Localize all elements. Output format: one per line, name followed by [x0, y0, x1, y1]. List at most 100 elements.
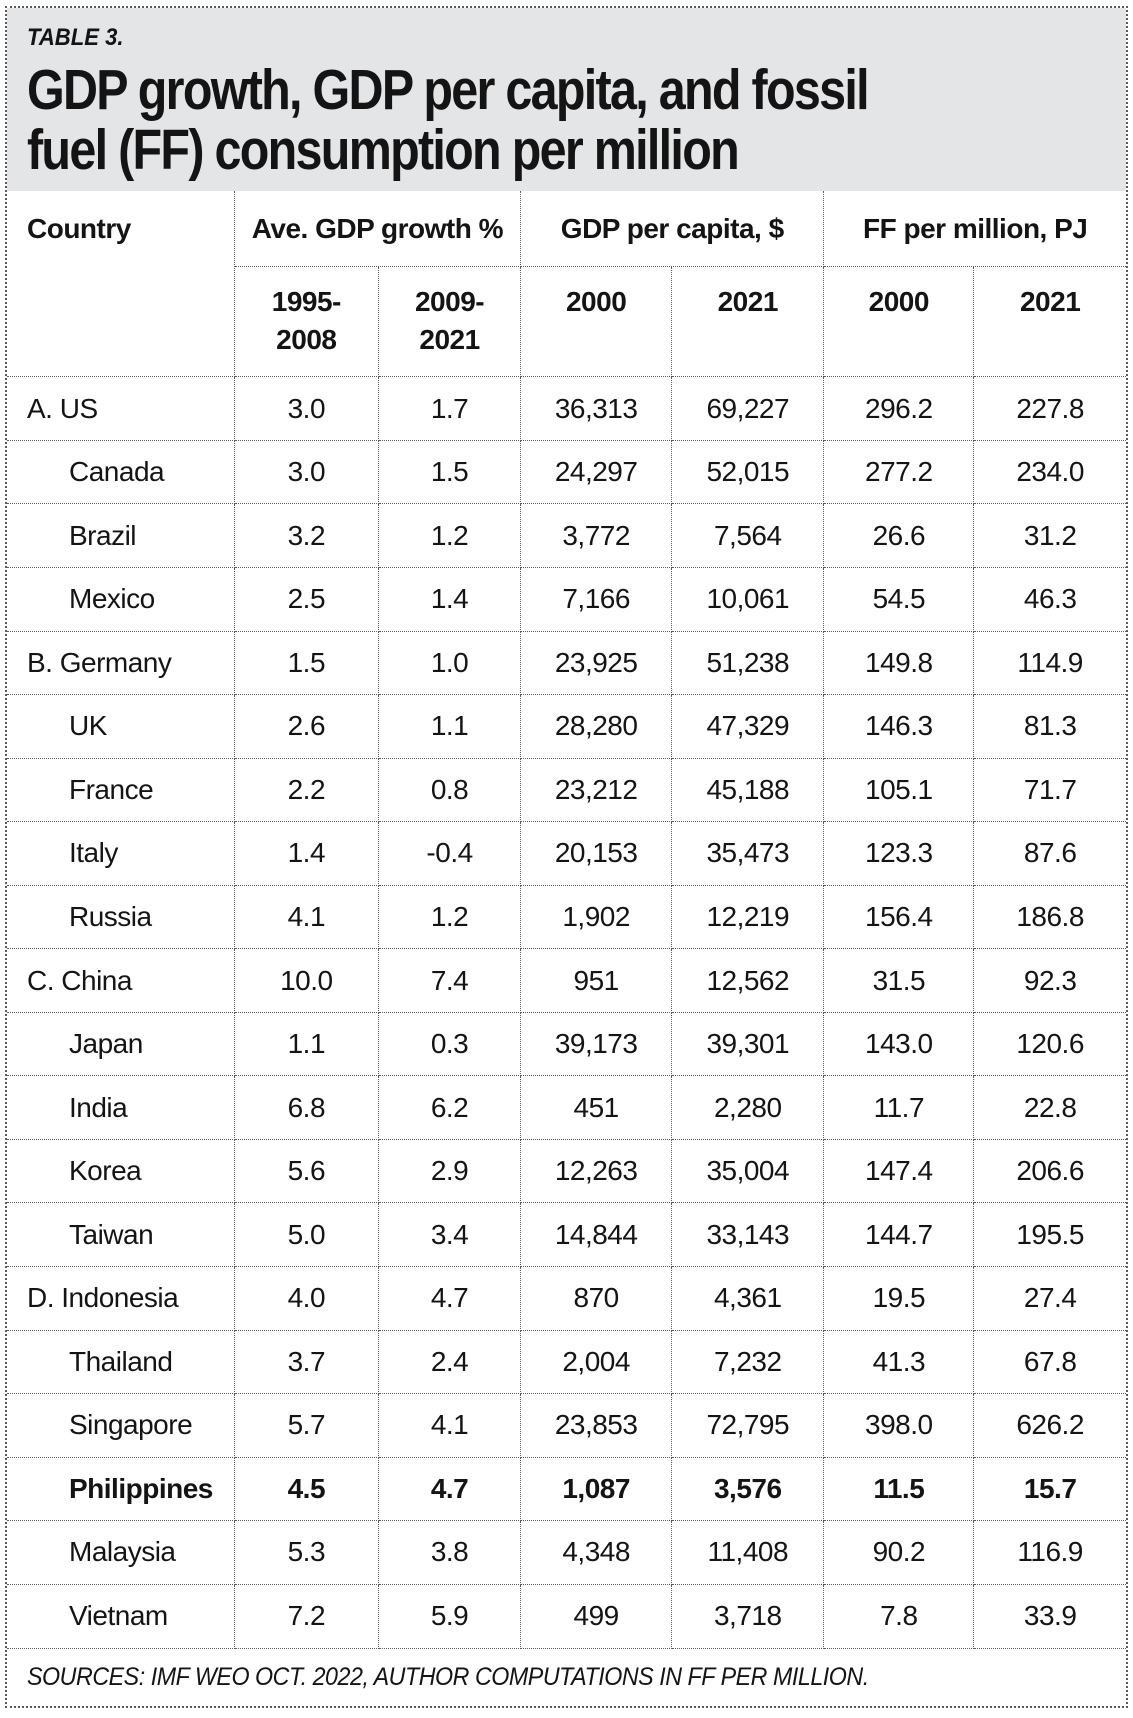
column-header-gdp-2021: 2021 — [671, 266, 825, 378]
table-number-label: TABLE 3. — [27, 24, 124, 51]
value-cell: 2.4 — [377, 1329, 522, 1395]
value-cell: 1,902 — [520, 884, 673, 950]
country-cell: D. Indonesia — [7, 1265, 235, 1331]
source-row: SOURCES: IMF WEO OCT. 2022, AUTHOR COMPU… — [7, 1647, 1126, 1706]
table-row: Canada 3.0 1.5 24,297 52,015 277.2 234.0 — [7, 439, 1126, 505]
value-cell: 7.2 — [233, 1583, 380, 1649]
value-cell: 3.2 — [233, 503, 380, 568]
value-cell: 31.5 — [823, 948, 975, 1013]
country-cell: Philippines — [7, 1456, 235, 1522]
value-cell: 51,238 — [671, 630, 825, 696]
value-cell: 2,280 — [671, 1075, 825, 1140]
country-cell: France — [7, 757, 235, 823]
title-band: TABLE 3. GDP growth, GDP per capita, and… — [7, 8, 1126, 191]
value-cell: 2.5 — [233, 566, 380, 632]
value-cell: 45,188 — [671, 757, 825, 823]
year-range-line-1: 1995- — [271, 286, 342, 318]
value-cell: 4.5 — [233, 1456, 380, 1522]
value-cell: 15.7 — [973, 1456, 1126, 1522]
value-cell: 3,718 — [671, 1583, 825, 1649]
value-cell: 149.8 — [823, 630, 975, 696]
value-cell: 1.4 — [377, 566, 522, 632]
value-cell: 23,212 — [520, 757, 673, 823]
value-cell: 7.8 — [823, 1583, 975, 1649]
value-cell: 2,004 — [520, 1329, 673, 1395]
table-row: Mexico 2.5 1.4 7,166 10,061 54.5 46.3 — [7, 566, 1126, 632]
value-cell: 27.4 — [973, 1265, 1126, 1331]
table-row: Italy 1.4 -0.4 20,153 35,473 123.3 87.6 — [7, 821, 1126, 886]
value-cell: 144.7 — [823, 1202, 975, 1267]
country-cell: Singapore — [7, 1393, 235, 1458]
table-card: TABLE 3. GDP growth, GDP per capita, and… — [5, 6, 1128, 1708]
value-cell: 23,925 — [520, 630, 673, 696]
value-cell: 1,087 — [520, 1456, 673, 1522]
value-cell: 1.1 — [377, 694, 522, 759]
value-cell: 1.5 — [233, 630, 380, 696]
value-cell: 35,473 — [671, 821, 825, 886]
value-cell: 12,219 — [671, 884, 825, 950]
value-cell: 3.0 — [233, 439, 380, 505]
year-range-line-2: 2008 — [276, 324, 337, 356]
value-cell: 156.4 — [823, 884, 975, 950]
value-cell: 20,153 — [520, 821, 673, 886]
value-cell: 5.0 — [233, 1202, 380, 1267]
country-cell: Thailand — [7, 1329, 235, 1395]
value-cell: 3.7 — [233, 1329, 380, 1395]
value-cell: 0.3 — [377, 1011, 522, 1077]
column-header-ff-2021: 2021 — [973, 266, 1126, 378]
column-group-ff-per-million: FF per million, PJ — [823, 190, 1126, 268]
value-cell: 24,297 — [520, 439, 673, 505]
value-cell: 5.6 — [233, 1138, 380, 1204]
table-footer: SOURCES: IMF WEO OCT. 2022, AUTHOR COMPU… — [7, 1647, 1126, 1706]
table-row: India 6.8 6.2 451 2,280 11.7 22.8 — [7, 1075, 1126, 1140]
value-cell: 451 — [520, 1075, 673, 1140]
value-cell: 499 — [520, 1583, 673, 1649]
country-cell: Canada — [7, 439, 235, 505]
value-cell: 296.2 — [823, 376, 975, 441]
table-row: Russia 4.1 1.2 1,902 12,219 156.4 186.8 — [7, 884, 1126, 950]
value-cell: 71.7 — [973, 757, 1126, 823]
value-cell: 951 — [520, 948, 673, 1013]
value-cell: 227.8 — [973, 376, 1126, 441]
value-cell: 147.4 — [823, 1138, 975, 1204]
value-cell: 1.7 — [377, 376, 522, 441]
value-cell: 12,263 — [520, 1138, 673, 1204]
value-cell: 4,348 — [520, 1520, 673, 1585]
table-row: Japan 1.1 0.3 39,173 39,301 143.0 120.6 — [7, 1011, 1126, 1077]
table-row: Thailand 3.7 2.4 2,004 7,232 41.3 67.8 — [7, 1329, 1126, 1395]
value-cell: 72,795 — [671, 1393, 825, 1458]
data-table: Country Ave. GDP growth % GDP per capita… — [7, 190, 1126, 1706]
value-cell: 1.4 — [233, 821, 380, 886]
value-cell: 10.0 — [233, 948, 380, 1013]
value-cell: 39,301 — [671, 1011, 825, 1077]
value-cell: 33,143 — [671, 1202, 825, 1267]
value-cell: 7.4 — [377, 948, 522, 1013]
column-group-gdp-growth: Ave. GDP growth % — [233, 190, 522, 268]
year-range-line-2: 2021 — [419, 324, 480, 356]
value-cell: 195.5 — [973, 1202, 1126, 1267]
value-cell: 67.8 — [973, 1329, 1126, 1395]
value-cell: 143.0 — [823, 1011, 975, 1077]
column-header-country: Country — [7, 190, 235, 378]
country-cell: India — [7, 1075, 235, 1140]
value-cell: 3,576 — [671, 1456, 825, 1522]
value-cell: 626.2 — [973, 1393, 1126, 1458]
value-cell: 6.8 — [233, 1075, 380, 1140]
year-header-row: 1995- 2008 2009- 2021 2000 2021 2000 202 — [7, 266, 1126, 378]
country-cell: B. Germany — [7, 630, 235, 696]
value-cell: 11,408 — [671, 1520, 825, 1585]
country-cell: Russia — [7, 884, 235, 950]
value-cell: 14,844 — [520, 1202, 673, 1267]
source-note: SOURCES: IMF WEO OCT. 2022, AUTHOR COMPU… — [27, 1662, 869, 1691]
value-cell: 7,564 — [671, 503, 825, 568]
value-cell: 2.6 — [233, 694, 380, 759]
year-line: 2000 — [868, 286, 930, 318]
country-cell: Malaysia — [7, 1520, 235, 1585]
value-cell: 186.8 — [973, 884, 1126, 950]
value-cell: 23,853 — [520, 1393, 673, 1458]
table-row: France 2.2 0.8 23,212 45,188 105.1 71.7 — [7, 757, 1126, 823]
group-header-row: Country Ave. GDP growth % GDP per capita… — [7, 190, 1126, 378]
value-cell: 4,361 — [671, 1265, 825, 1331]
value-cell: 4.1 — [233, 884, 380, 950]
table-row: C. China 10.0 7.4 951 12,562 31.5 92.3 — [7, 948, 1126, 1013]
